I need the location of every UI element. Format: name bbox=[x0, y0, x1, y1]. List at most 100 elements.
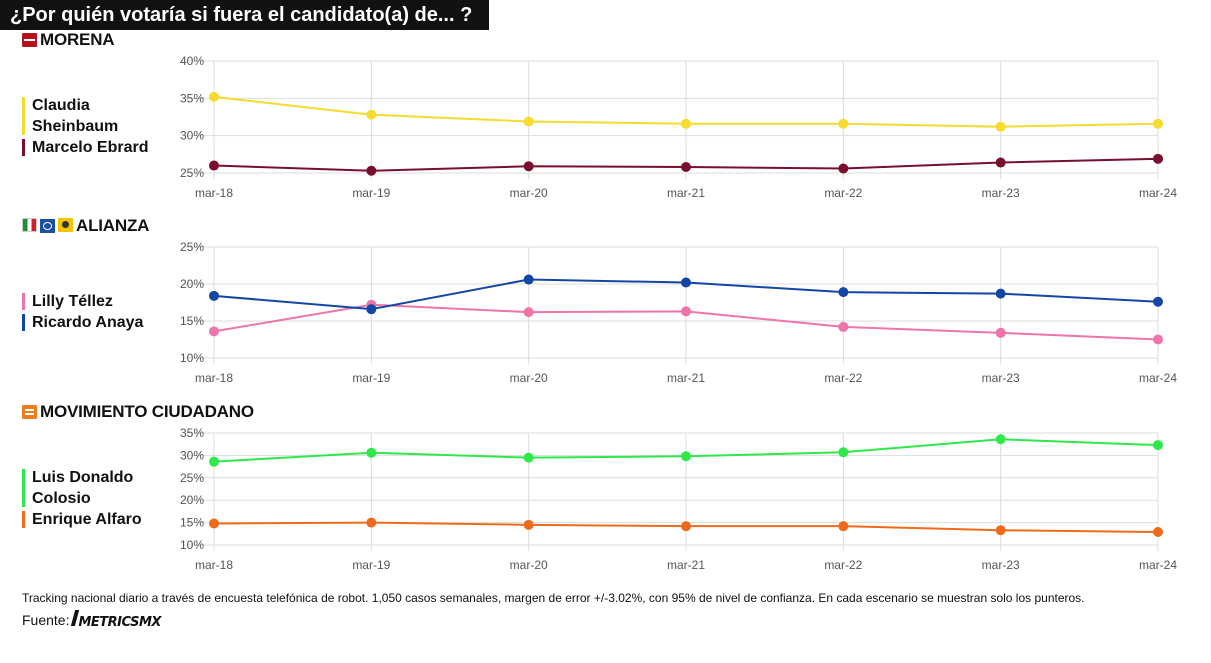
y-tick-label: 25% bbox=[180, 166, 204, 180]
chart-movimiento-ciudadano: 10% 15% 20% 25% 30% 35% mar-18 mar-19 mar-20 mar-… bbox=[180, 426, 1177, 572]
data-point bbox=[681, 306, 691, 317]
legend-label: Luis Donaldo Colosio bbox=[32, 469, 134, 507]
data-point bbox=[681, 162, 691, 173]
panel-title: MOVIMIENTO CIUDADANO bbox=[40, 402, 254, 421]
data-point bbox=[838, 321, 849, 332]
panel-heading-movimiento-ciudadano: MOVIMIENTO CIUDADANO bbox=[22, 401, 254, 423]
legend-item: Enrique Alfaro bbox=[22, 509, 142, 530]
data-point bbox=[523, 161, 534, 172]
panel-heading-morena: MORENA bbox=[22, 29, 115, 51]
legend-label: Enrique Alfaro bbox=[32, 511, 142, 528]
data-point bbox=[366, 165, 377, 176]
chart-title: ¿Por quién votaría si fuera el candidato… bbox=[0, 0, 489, 30]
x-tick-label: mar-18 bbox=[195, 186, 233, 200]
data-point bbox=[838, 118, 849, 129]
data-point bbox=[681, 521, 691, 532]
mc-logo-icon bbox=[22, 405, 37, 419]
legend-swatch bbox=[22, 469, 25, 507]
legend-morena: Claudia Sheinbaum Marcelo Ebrard bbox=[22, 95, 148, 158]
pri-logo-icon bbox=[22, 218, 37, 232]
panel-heading-alianza: ALIANZA bbox=[22, 215, 149, 237]
chart-alianza: 10% 15% 20% 25% mar-18 mar-19 mar-20 mar-21 mar-… bbox=[180, 240, 1177, 385]
prd-logo-icon bbox=[58, 218, 73, 232]
data-point bbox=[523, 116, 534, 127]
data-point bbox=[681, 277, 691, 288]
y-tick-label: 25% bbox=[180, 240, 204, 254]
x-tick-label: mar-24 bbox=[1139, 558, 1177, 572]
x-tick-label: mar-22 bbox=[824, 186, 862, 200]
x-tick-label: mar-24 bbox=[1139, 371, 1177, 385]
source-brand-logo[interactable]: METRICSMX bbox=[71, 610, 161, 630]
data-point bbox=[995, 434, 1006, 445]
x-tick-label: mar-23 bbox=[982, 371, 1020, 385]
data-point bbox=[209, 91, 219, 102]
legend-swatch bbox=[22, 139, 25, 156]
data-point bbox=[995, 327, 1006, 338]
y-tick-label: 30% bbox=[180, 448, 204, 462]
x-tick-label: mar-23 bbox=[982, 186, 1020, 200]
data-point bbox=[995, 157, 1006, 168]
legend-item: Marcelo Ebrard bbox=[22, 137, 148, 158]
legend-swatch bbox=[22, 293, 25, 310]
data-point bbox=[838, 287, 849, 298]
data-point bbox=[681, 451, 691, 462]
data-point bbox=[209, 160, 219, 171]
legend-item: Claudia Sheinbaum bbox=[22, 95, 148, 137]
legend-alianza: Lilly Téllez Ricardo Anaya bbox=[22, 291, 143, 333]
y-tick-label: 30% bbox=[180, 129, 204, 143]
x-tick-label: mar-18 bbox=[195, 558, 233, 572]
data-point bbox=[209, 518, 219, 529]
data-point bbox=[523, 307, 534, 318]
data-point bbox=[995, 288, 1006, 299]
y-tick-label: 15% bbox=[180, 516, 204, 530]
legend-item: Luis Donaldo Colosio bbox=[22, 467, 142, 509]
legend-label: Ricardo Anaya bbox=[32, 314, 144, 331]
data-point bbox=[366, 517, 377, 528]
methodology-note: Tracking nacional diario a través de enc… bbox=[22, 591, 1085, 605]
legend-label: Claudia Sheinbaum bbox=[32, 97, 119, 135]
legend-swatch bbox=[22, 314, 25, 331]
data-point bbox=[1153, 527, 1163, 538]
legend-item: Ricardo Anaya bbox=[22, 312, 143, 333]
data-point bbox=[209, 290, 219, 301]
x-tick-label: mar-20 bbox=[510, 371, 548, 385]
legend-item: Lilly Téllez bbox=[22, 291, 143, 312]
data-point bbox=[1153, 296, 1163, 307]
x-tick-label: mar-19 bbox=[352, 558, 390, 572]
morena-logo-icon bbox=[22, 33, 37, 47]
x-tick-label: mar-18 bbox=[195, 371, 233, 385]
y-tick-label: 25% bbox=[180, 471, 204, 485]
y-tick-label: 35% bbox=[180, 91, 204, 105]
data-point bbox=[209, 456, 219, 467]
x-tick-label: mar-24 bbox=[1139, 186, 1177, 200]
y-tick-label: 10% bbox=[180, 538, 204, 552]
x-tick-label: mar-19 bbox=[352, 371, 390, 385]
data-point bbox=[523, 452, 534, 463]
legend-swatch bbox=[22, 511, 25, 528]
x-tick-label: mar-21 bbox=[667, 558, 705, 572]
data-point bbox=[523, 519, 534, 530]
x-tick-label: mar-23 bbox=[982, 558, 1020, 572]
y-tick-label: 10% bbox=[180, 351, 204, 365]
data-point bbox=[681, 118, 691, 129]
x-tick-label: mar-22 bbox=[824, 371, 862, 385]
source-line: Fuente: METRICSMX bbox=[22, 610, 161, 630]
data-point bbox=[995, 525, 1006, 536]
data-point bbox=[523, 274, 534, 285]
source-label: Fuente: bbox=[22, 612, 70, 628]
data-point bbox=[838, 521, 849, 532]
chart-morena: 25% 30% 35% 40% mar-18 mar-19 mar-20 mar-21 mar-… bbox=[180, 54, 1177, 200]
x-tick-label: mar-21 bbox=[667, 186, 705, 200]
x-tick-label: mar-20 bbox=[510, 186, 548, 200]
legend-movimiento-ciudadano: Luis Donaldo Colosio Enrique Alfaro bbox=[22, 467, 142, 530]
data-point bbox=[838, 163, 849, 174]
data-point bbox=[995, 121, 1006, 132]
data-point bbox=[1153, 153, 1163, 164]
legend-label: Marcelo Ebrard bbox=[32, 139, 149, 156]
data-point bbox=[838, 447, 849, 458]
data-point bbox=[366, 304, 377, 315]
data-point bbox=[1153, 334, 1163, 345]
source-brand: METRICSMX bbox=[78, 615, 161, 630]
y-tick-label: 35% bbox=[180, 426, 204, 440]
x-tick-label: mar-21 bbox=[667, 371, 705, 385]
